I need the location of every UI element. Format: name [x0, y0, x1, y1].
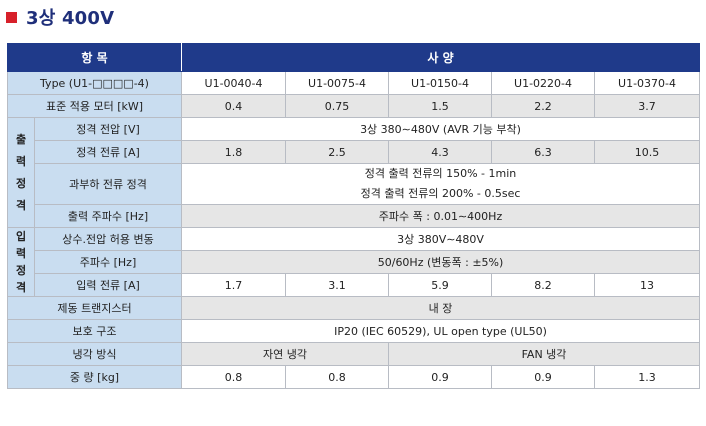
row-label: 입력 전류 [A]	[33, 273, 183, 297]
table-cell: 3상 380∼480V (AVR 기능 부착)	[181, 117, 701, 141]
overload-line-2: 정격 출력 전류의 200% - 0.5sec	[360, 187, 521, 200]
table-cell: 1.5	[388, 94, 493, 118]
section-title: 3상 400V	[6, 4, 114, 30]
table-cell: 1.7	[181, 273, 287, 297]
table-cell: 6.3	[491, 140, 596, 164]
output-group-label: 출 력 정 격	[7, 117, 35, 228]
table-row-output-frequency: 출력 주파수 [Hz] 주파수 폭 : 0.01∼400Hz	[8, 204, 701, 228]
row-label: 중 량 [kg]	[6, 365, 183, 389]
table-cell: 3상 380V∼480V	[181, 227, 701, 251]
table-row-motor: 표준 적용 모터 [kW] 0.4 0.75 1.5 2.2 3.7	[6, 94, 701, 118]
table-cell: 자연 냉각	[181, 342, 390, 366]
table-cell: 0.9	[491, 365, 596, 389]
row-label: 표준 적용 모터 [kW]	[6, 94, 183, 118]
table-cell: 50/60Hz (변동폭 : ±5%)	[181, 250, 701, 274]
table-cell: 주파수 폭 : 0.01∼400Hz	[181, 204, 701, 228]
table-row-output-current: 정격 전류 [A] 1.8 2.5 4.3 6.3 10.5	[8, 140, 701, 164]
table-cell: 1.3	[594, 365, 701, 389]
row-label: 정격 전류 [A]	[33, 140, 183, 164]
table-cell: 2.2	[491, 94, 596, 118]
header-spec: 사 양	[181, 43, 701, 72]
row-label: 출력 주파수 [Hz]	[33, 204, 183, 228]
table-cell: 0.9	[388, 365, 493, 389]
bullet-square-icon	[6, 11, 17, 23]
table-row-brake: 제동 트랜지스터 내 장	[6, 296, 701, 320]
row-label: 주파수 [Hz]	[33, 250, 183, 274]
table-cell: 0.75	[285, 94, 390, 118]
row-label: 과부하 전류 정격	[33, 163, 183, 205]
table-cell: 0.4	[181, 94, 287, 118]
table-row-input-variation: 입 력 정 격 상수.전압 허용 변동 3상 380V∼480V	[7, 227, 701, 297]
table-cell: 정격 출력 전류의 150% - 1min 정격 출력 전류의 200% - 0…	[181, 163, 701, 205]
table-cell: 3.1	[285, 273, 390, 297]
row-label: 냉각 방식	[6, 342, 183, 366]
row-label: 정격 전압 [V]	[33, 117, 183, 141]
table-row-input-frequency: 주파수 [Hz] 50/60Hz (변동폭 : ±5%)	[8, 250, 701, 274]
spec-table: 항 목 사 양 Type (U1-□□□□-4) U1-0040-4 U1-00…	[6, 43, 701, 389]
table-row-weight: 중 량 [kg] 0.8 0.8 0.9 0.9 1.3	[6, 365, 701, 389]
input-group-label: 입 력 정 격	[7, 227, 35, 297]
row-label: 상수.전압 허용 변동	[33, 227, 183, 251]
table-row-input-current: 입력 전류 [A] 1.7 3.1 5.9 8.2 13	[8, 273, 701, 297]
table-row-protection: 보호 구조 IP20 (IEC 60529), UL open type (UL…	[6, 319, 701, 343]
table-cell: 13	[594, 273, 701, 297]
row-label: Type (U1-□□□□-4)	[6, 71, 183, 95]
overload-line-1: 정격 출력 전류의 150% - 1min	[364, 167, 517, 180]
table-row-output-voltage: 출 력 정 격 정격 전압 [V] 3상 380∼480V (AVR 기능 부착…	[7, 117, 701, 228]
row-label: 보호 구조	[6, 319, 183, 343]
table-cell: 0.8	[181, 365, 287, 389]
table-cell: 내 장	[181, 296, 701, 320]
table-header-row: 항 목 사 양	[6, 43, 701, 72]
table-cell: U1-0370-4	[594, 71, 701, 95]
table-cell: 4.3	[388, 140, 493, 164]
table-cell: U1-0220-4	[491, 71, 596, 95]
section-title-text: 3상 400V	[26, 8, 115, 29]
table-cell: 10.5	[594, 140, 701, 164]
row-label: 제동 트랜지스터	[6, 296, 183, 320]
header-item: 항 목	[6, 43, 183, 72]
table-cell: U1-0150-4	[388, 71, 493, 95]
table-row-overload: 과부하 전류 정격 정격 출력 전류의 150% - 1min 정격 출력 전류…	[8, 163, 701, 205]
table-cell: FAN 냉각	[388, 342, 701, 366]
table-cell: U1-0040-4	[181, 71, 287, 95]
table-cell: 3.7	[594, 94, 701, 118]
table-cell: U1-0075-4	[285, 71, 390, 95]
table-cell: 5.9	[388, 273, 493, 297]
table-cell: IP20 (IEC 60529), UL open type (UL50)	[181, 319, 701, 343]
table-cell: 1.8	[181, 140, 287, 164]
table-cell: 0.8	[285, 365, 390, 389]
table-cell: 8.2	[491, 273, 596, 297]
table-row-cooling: 냉각 방식 자연 냉각 FAN 냉각	[6, 342, 701, 366]
table-row-type: Type (U1-□□□□-4) U1-0040-4 U1-0075-4 U1-…	[6, 71, 701, 95]
table-cell: 2.5	[285, 140, 390, 164]
